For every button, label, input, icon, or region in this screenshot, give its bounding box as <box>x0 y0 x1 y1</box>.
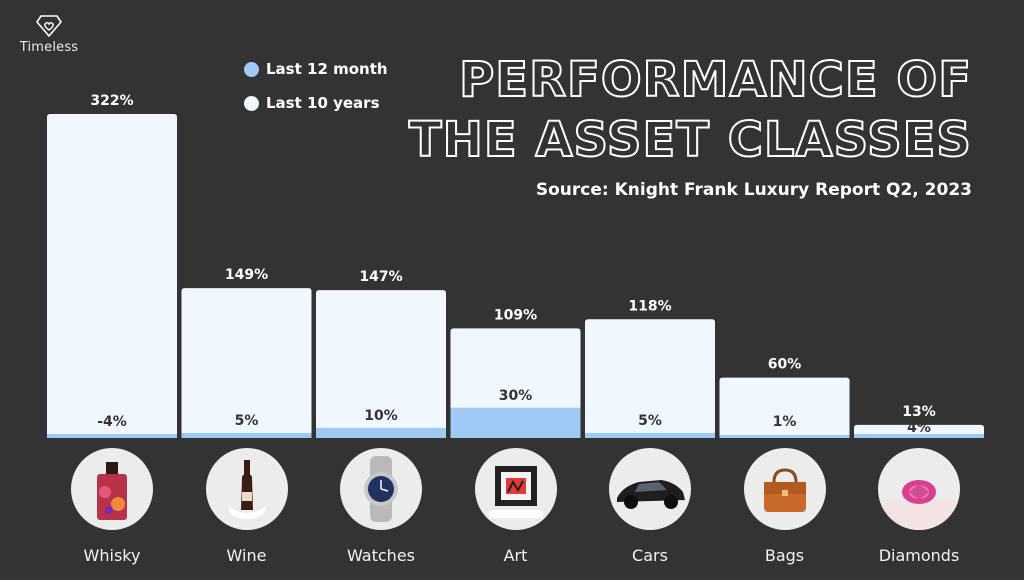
legend-label-last-10-years: Last 10 years <box>266 94 380 112</box>
category-label-art: Art <box>503 546 528 565</box>
data-label-last-12-month-diamonds: 4% <box>907 420 931 436</box>
legend-swatch-last-12-month <box>244 61 259 77</box>
thumbnail-wine <box>205 448 288 530</box>
brand-name: Timeless <box>19 40 79 55</box>
bar-last-10-years-watches <box>316 290 446 438</box>
legend-item-last-10-years: Last 10 years <box>244 86 388 120</box>
sports-car-icon <box>617 480 685 509</box>
category-label-bags: Bags <box>764 546 805 565</box>
framed-art-icon <box>488 466 543 518</box>
data-label-last-12-month-wine: 5% <box>235 413 259 429</box>
bar-last-12-month-art <box>450 407 581 438</box>
handbag-icon <box>763 468 806 512</box>
data-label-last-12-month-bags: 1% <box>773 414 797 430</box>
bar-last-12-month-bags <box>719 435 850 438</box>
wine-bottle-icon <box>227 460 266 519</box>
bar-last-12-month-cars <box>585 432 715 438</box>
chart-title-line-1: PERFORMANCE OF <box>458 51 972 109</box>
data-label-last-10-years-diamonds: 13% <box>902 404 936 420</box>
bar-last-10-years-whisky <box>47 114 177 438</box>
data-label-last-10-years-art: 109% <box>494 307 537 323</box>
data-label-last-10-years-whisky: 322% <box>90 93 133 109</box>
bar-last-12-month-wine <box>181 432 312 438</box>
brand-logo: Timeless <box>14 12 84 55</box>
category-label-watches: Watches <box>347 546 415 565</box>
thumbnail-watches <box>340 448 422 530</box>
pink-diamond-icon <box>878 480 960 530</box>
thumbnail-diamonds <box>878 448 960 530</box>
data-label-last-12-month-cars: 5% <box>638 413 662 429</box>
bar-last-10-years-cars <box>585 319 715 438</box>
thumbnail-bags <box>743 448 826 530</box>
thumbnail-whisky <box>71 448 153 530</box>
category-label-wine: Wine <box>226 546 267 565</box>
chart-title-line-2: THE ASSET CLASSES <box>408 111 972 169</box>
thumbnail-art <box>474 448 557 530</box>
bar-last-10-years-wine <box>181 288 312 438</box>
category-label-cars: Cars <box>632 546 668 565</box>
data-label-last-12-month-watches: 10% <box>364 408 398 424</box>
data-label-last-12-month-whisky: -4% <box>97 414 127 430</box>
bar-last-12-month-diamonds <box>854 433 984 438</box>
bar-last-10-years-bags <box>719 377 850 438</box>
data-label-last-10-years-wine: 149% <box>225 267 268 283</box>
category-label-whisky: Whisky <box>83 546 141 565</box>
data-label-last-12-month-art: 30% <box>499 388 533 404</box>
thumbnail-cars <box>609 448 691 530</box>
category-label-diamonds: Diamonds <box>878 546 960 565</box>
legend-item-last-12-month: Last 12 month <box>244 52 388 86</box>
legend-swatch-last-10-years <box>244 95 259 111</box>
data-label-last-10-years-watches: 147% <box>359 269 402 285</box>
legend-label-last-12-month: Last 12 month <box>266 60 388 78</box>
legend: Last 12 month Last 10 years <box>244 52 388 120</box>
wristwatch-icon <box>364 456 398 522</box>
chart-source: Source: Knight Frank Luxury Report Q2, 2… <box>535 180 972 200</box>
diamond-heart-icon <box>36 15 62 37</box>
data-label-last-10-years-cars: 118% <box>628 298 671 314</box>
chart-title: PERFORMANCE OF THE ASSET CLASSES <box>408 50 972 170</box>
whisky-bottle-icon <box>97 462 127 520</box>
bar-last-12-month-watches <box>316 427 446 438</box>
data-label-last-10-years-bags: 60% <box>768 357 802 373</box>
bar-last-12-month-whisky <box>47 433 177 438</box>
